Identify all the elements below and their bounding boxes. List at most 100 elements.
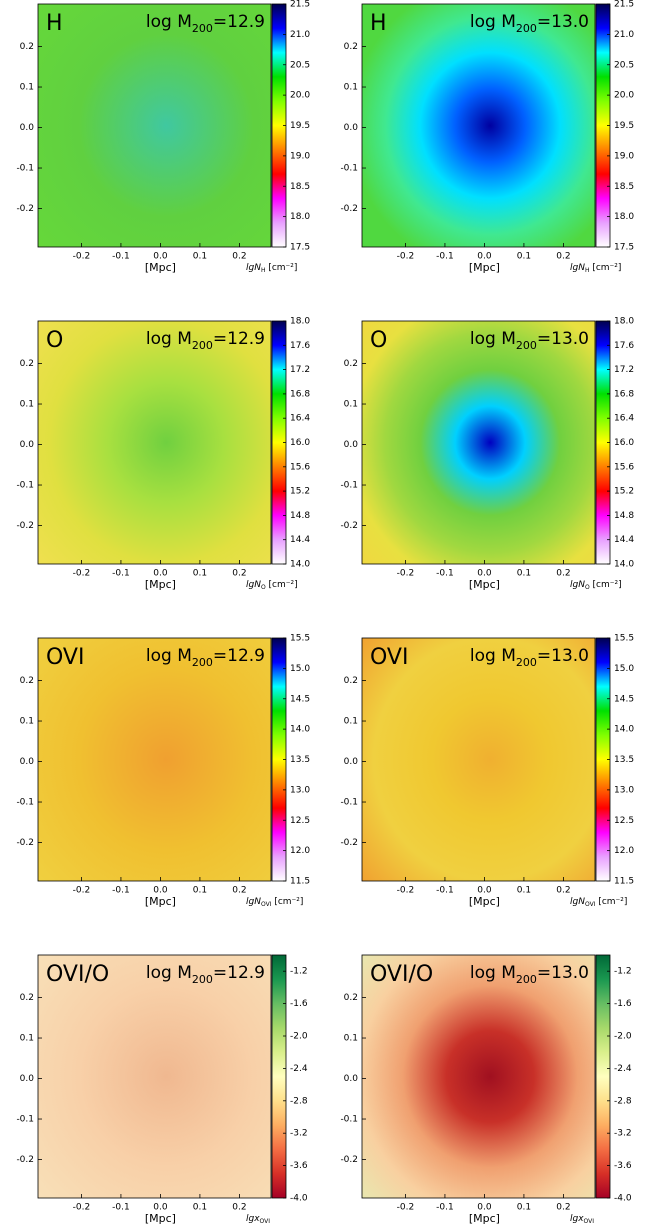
y-tick-label: -0.1 xyxy=(16,798,34,808)
colorbar-tick-label: 14.0 xyxy=(290,560,310,570)
colorbar-tick-label: 18.5 xyxy=(614,182,634,192)
colorbar-label: lgNO [cm⁻²] xyxy=(570,580,622,592)
x-tick-label: 0.2 xyxy=(232,886,246,896)
colorbar-tick-label: 14.8 xyxy=(614,511,634,521)
colorbar-tick-label: 14.8 xyxy=(290,511,310,521)
colorbar-tick-label: 17.6 xyxy=(614,341,634,351)
y-tick-label: 0.2 xyxy=(20,42,34,52)
x-axis-label: [Mpc] xyxy=(145,261,176,274)
y-tick-label: -0.1 xyxy=(340,1115,358,1125)
mass-label: log M200=12.9 xyxy=(146,12,265,35)
colorbar-tick-label: 12.0 xyxy=(290,846,310,856)
colorbar-tick-label: 14.0 xyxy=(614,560,634,570)
colorbar-label-sub: OVI xyxy=(260,1218,271,1225)
x-tick-label: -0.2 xyxy=(73,569,91,579)
y-tick-label: -0.1 xyxy=(340,481,358,491)
colorbar-label-unit: [cm⁻²] xyxy=(266,580,298,590)
panel: -0.2 -0.1 0.0 0.1 0.2 -0.2 -0.1 0.0 0.1 0.2 [Mpc] H… xyxy=(340,0,634,274)
x-tick-label: 0.2 xyxy=(556,252,570,262)
y-tick-label: 0.0 xyxy=(20,1074,35,1084)
panel: -0.2 -0.1 0.0 0.1 0.2 -0.2 -0.1 0.0 0.1 0.2 [Mpc] O… xyxy=(16,634,310,909)
y-tick-label: 0.0 xyxy=(344,123,359,133)
y-tick-label: 0.1 xyxy=(20,1034,34,1044)
x-tick-label: -0.2 xyxy=(397,1203,415,1213)
x-tick-label: 0.0 xyxy=(477,252,492,262)
colorbar-tick-label: 17.2 xyxy=(614,365,634,375)
colorbar-tick-label: 15.2 xyxy=(614,487,634,497)
plot-frame xyxy=(37,637,272,882)
colorbar-tick-label: -3.6 xyxy=(290,1161,308,1171)
y-tick-label: 0.1 xyxy=(344,1034,358,1044)
panel: -0.2 -0.1 0.0 0.1 0.2 -0.2 -0.1 0.0 0.1 0.2 [Mpc] O… xyxy=(16,954,308,1226)
y-tick-label: -0.2 xyxy=(16,1155,34,1165)
x-tick-label: 0.0 xyxy=(153,252,168,262)
x-tick-label: -0.1 xyxy=(436,886,454,896)
colorbar-label-prefix: lgN xyxy=(246,263,261,273)
x-tick-label: 0.1 xyxy=(193,252,207,262)
colorbar-tick-label: -3.6 xyxy=(614,1161,632,1171)
x-tick-label: 0.1 xyxy=(517,1203,531,1213)
colorbar-label-unit: [cm⁻²] xyxy=(595,897,627,907)
colorbar-tick-label: 19.5 xyxy=(290,121,310,131)
panel-title: OVI/O xyxy=(46,962,109,987)
colorbar-tick-label: 20.5 xyxy=(290,60,310,70)
x-tick-label: 0.2 xyxy=(556,886,570,896)
x-axis-label: [Mpc] xyxy=(469,261,500,274)
x-axis-label: [Mpc] xyxy=(145,895,176,908)
colorbar-tick-label: 14.4 xyxy=(614,535,634,545)
colorbar-label: lgxOVI xyxy=(246,1214,270,1226)
x-tick-label: -0.1 xyxy=(436,252,454,262)
y-tick-label: 0.2 xyxy=(344,359,358,369)
colorbar-tick-label: 17.6 xyxy=(290,341,310,351)
x-tick-label: 0.2 xyxy=(232,1203,246,1213)
y-tick-label: -0.1 xyxy=(340,798,358,808)
mass-value: =13.0 xyxy=(537,12,589,32)
x-tick-label: -0.1 xyxy=(436,569,454,579)
panel-title: OVI xyxy=(46,645,84,670)
colorbar-label-unit: [cm⁻²] xyxy=(590,580,622,590)
panel: -0.2 -0.1 0.0 0.1 0.2 -0.2 -0.1 0.0 0.1 0.2 [Mpc] O… xyxy=(340,634,634,909)
colorbar-label-prefix: lgx xyxy=(246,1214,260,1224)
colorbar-tick-label: -1.2 xyxy=(290,967,308,977)
colorbar-tick-label: 16.8 xyxy=(614,389,634,399)
y-tick-label: -0.2 xyxy=(340,838,358,848)
colorbar-tick-label: 21.5 xyxy=(614,0,634,10)
colorbar-tick-label: -4.0 xyxy=(614,1194,632,1204)
mass-value: =12.9 xyxy=(213,12,265,32)
y-tick-label: -0.2 xyxy=(16,838,34,848)
colorbar-tick-label: 11.5 xyxy=(614,877,634,887)
mass-prefix: log M xyxy=(470,329,516,349)
x-tick-label: 0.1 xyxy=(193,569,207,579)
colorbar-tick-label: 15.6 xyxy=(614,462,634,472)
x-axis-label: [Mpc] xyxy=(469,1212,500,1225)
x-tick-label: -0.1 xyxy=(112,886,130,896)
y-tick-label: -0.2 xyxy=(16,521,34,531)
mass-value: =13.0 xyxy=(537,646,589,666)
mass-label: log M200=12.9 xyxy=(146,963,265,986)
plot-frame xyxy=(361,954,596,1199)
mass-subscript: 200 xyxy=(192,339,213,352)
y-tick-label: 0.0 xyxy=(20,440,35,450)
x-tick-label: -0.1 xyxy=(112,252,130,262)
mass-value: =12.9 xyxy=(213,963,265,983)
panel: -0.2 -0.1 0.0 0.1 0.2 -0.2 -0.1 0.0 0.1 0.2 [Mpc] O… xyxy=(340,954,632,1225)
y-tick-label: 0.2 xyxy=(20,993,34,1003)
colorbar-tick-label: 21.0 xyxy=(614,30,634,40)
y-tick-label: 0.0 xyxy=(344,440,359,450)
colorbar-label-prefix: lgx xyxy=(570,1214,584,1224)
x-tick-label: 0.0 xyxy=(477,1203,492,1213)
colorbar-tick-label: 11.5 xyxy=(290,877,310,887)
colorbar-tick-label: 15.5 xyxy=(290,634,310,644)
colorbar-label: lgNH [cm⁻²] xyxy=(246,263,297,275)
colorbar-tick-label: -2.8 xyxy=(290,1096,308,1106)
x-tick-label: 0.1 xyxy=(517,252,531,262)
colorbar xyxy=(271,954,287,1199)
x-tick-label: -0.2 xyxy=(397,886,415,896)
colorbar-tick-label: 16.8 xyxy=(290,389,310,399)
colorbar-label-unit: [cm⁻²] xyxy=(589,263,621,273)
x-tick-label: 0.1 xyxy=(517,886,531,896)
y-tick-label: -0.1 xyxy=(16,481,34,491)
colorbar-tick-label: 16.0 xyxy=(290,438,310,448)
mass-subscript: 200 xyxy=(516,656,537,669)
colorbar-tick-label: -2.8 xyxy=(614,1096,632,1106)
